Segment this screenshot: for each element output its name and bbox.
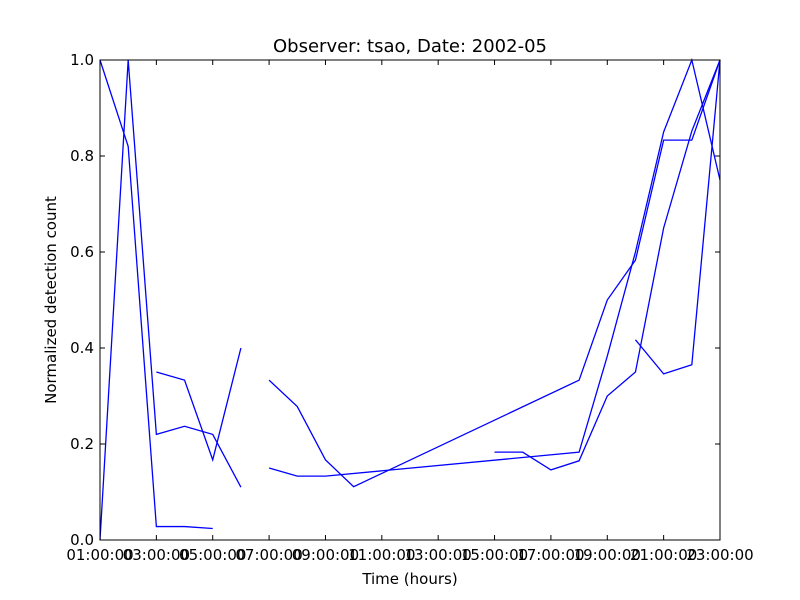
y-tick-label: 0.8 <box>70 147 94 165</box>
x-tick-label: 19:00:00 <box>574 546 641 564</box>
series-line-3 <box>156 347 242 463</box>
x-axis-label: Time (hours) <box>361 570 457 588</box>
series-line-1 <box>99 59 213 530</box>
x-tick-label: 01:00:00 <box>66 546 133 564</box>
x-tick-label: 09:00:00 <box>292 546 359 564</box>
series-line-6 <box>494 59 721 471</box>
x-tick-label: 11:00:00 <box>348 546 415 564</box>
plot-frame <box>99 59 721 541</box>
x-tick-label: 03:00:00 <box>123 546 190 564</box>
y-axis-label: Normalized detection count <box>42 196 60 404</box>
x-tick-label: 15:00:00 <box>461 546 528 564</box>
x-tick-label: 23:00:00 <box>686 546 753 564</box>
y-tick-label: 0.0 <box>70 531 94 549</box>
series-line-5 <box>268 57 721 477</box>
chart-title: Observer: tsao, Date: 2002-05 <box>273 36 547 57</box>
x-tick-label: 07:00:00 <box>235 546 302 564</box>
series-line-2 <box>99 59 242 541</box>
x-tick-label: 17:00:00 <box>517 546 584 564</box>
y-tick-label: 1.0 <box>70 51 94 69</box>
y-tick-label: 0.2 <box>70 435 94 453</box>
y-tick-label: 0.4 <box>70 339 94 357</box>
x-tick-label: 05:00:00 <box>179 546 246 564</box>
series-line-7 <box>634 59 721 375</box>
series-line-4 <box>268 59 721 488</box>
y-tick-label: 0.6 <box>70 243 94 261</box>
ticks-layer: 01:00:0003:00:0005:00:0007:00:0009:00:00… <box>66 51 753 564</box>
series-layer <box>99 57 721 541</box>
x-tick-label: 13:00:00 <box>404 546 471 564</box>
x-tick-label: 21:00:00 <box>630 546 697 564</box>
